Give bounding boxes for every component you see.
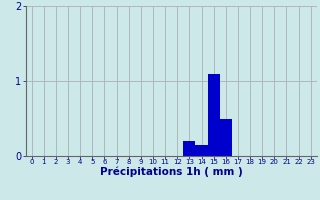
Bar <box>220 118 232 156</box>
Bar <box>183 141 196 156</box>
X-axis label: Précipitations 1h ( mm ): Précipitations 1h ( mm ) <box>100 166 243 177</box>
Bar <box>208 73 220 156</box>
Bar <box>196 145 208 156</box>
